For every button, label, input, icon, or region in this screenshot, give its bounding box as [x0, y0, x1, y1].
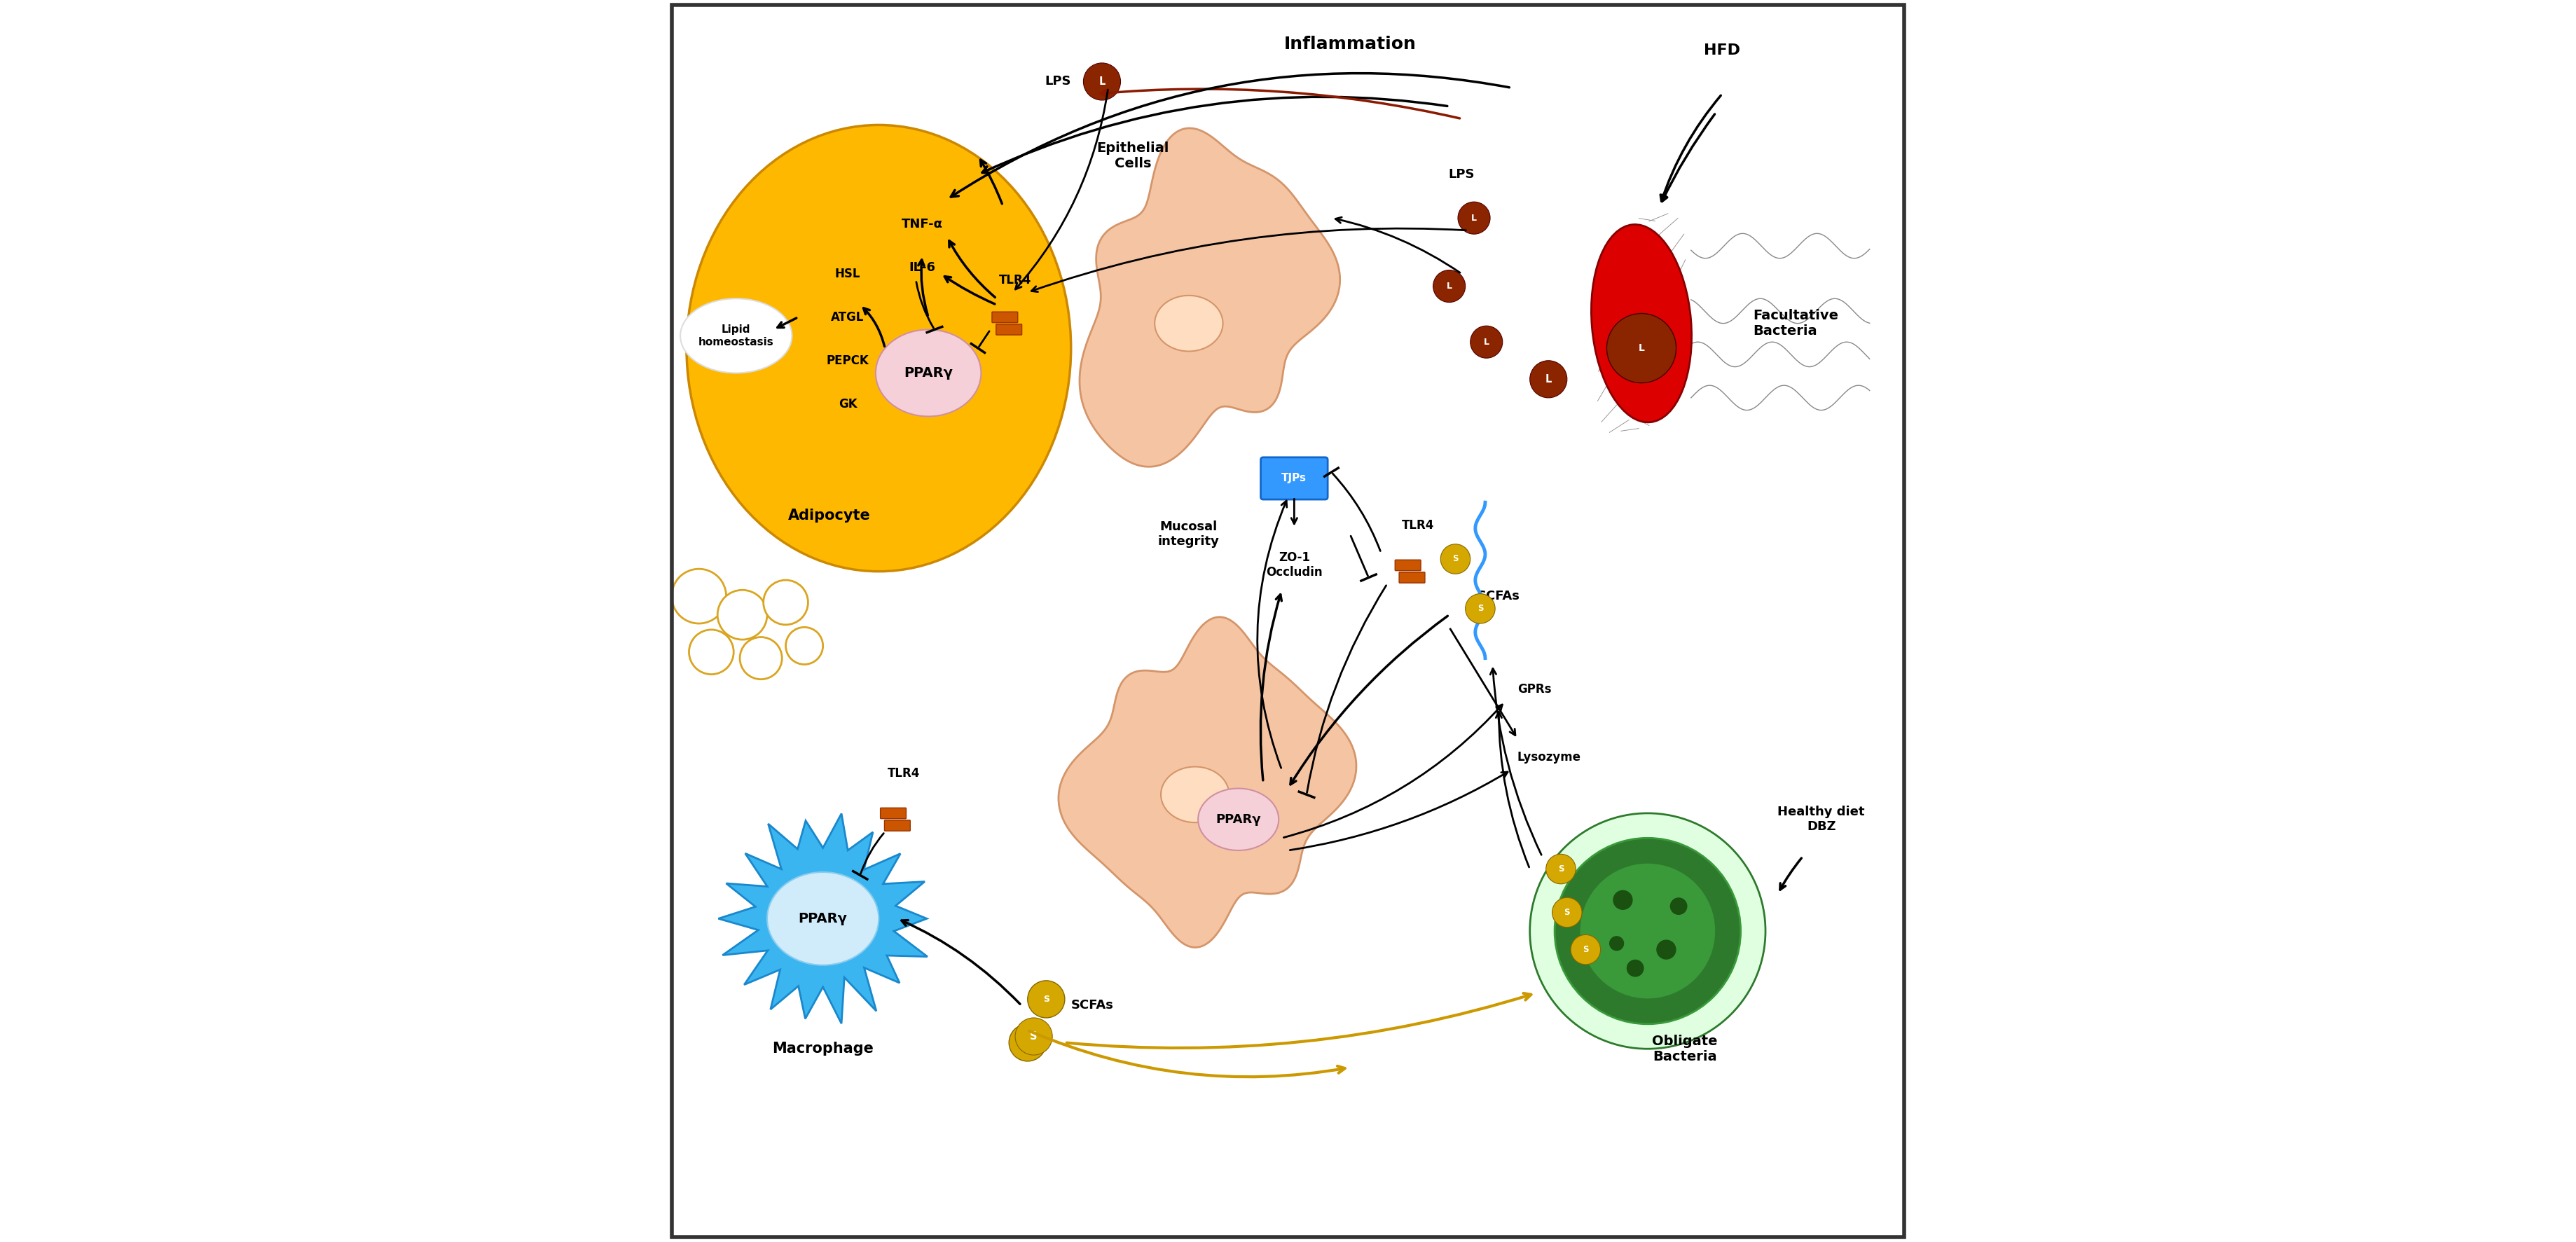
Ellipse shape: [876, 329, 981, 416]
Text: S: S: [1453, 554, 1458, 564]
Circle shape: [1084, 63, 1121, 101]
Circle shape: [1546, 854, 1577, 884]
Text: Adipocyte: Adipocyte: [788, 508, 871, 523]
Text: PPARγ: PPARγ: [799, 912, 848, 925]
Text: Epithelial
Cells: Epithelial Cells: [1097, 142, 1170, 170]
Text: L: L: [1546, 374, 1551, 385]
Circle shape: [739, 637, 783, 679]
Circle shape: [719, 590, 768, 640]
Text: L: L: [1100, 76, 1105, 87]
Polygon shape: [1059, 617, 1358, 948]
Text: S: S: [1030, 1031, 1038, 1042]
Text: L: L: [1484, 338, 1489, 347]
Circle shape: [1466, 594, 1494, 623]
Text: S: S: [1025, 1038, 1030, 1047]
Polygon shape: [719, 814, 927, 1023]
Text: ZO-1
Occludin: ZO-1 Occludin: [1265, 551, 1321, 579]
Circle shape: [1530, 360, 1566, 397]
FancyBboxPatch shape: [997, 324, 1023, 335]
Circle shape: [1553, 898, 1582, 928]
FancyBboxPatch shape: [884, 820, 909, 831]
Text: SCFAs: SCFAs: [1072, 999, 1113, 1012]
Text: ATGL: ATGL: [832, 310, 866, 323]
Text: HFD: HFD: [1703, 43, 1741, 57]
Text: Lipid
homeostasis: Lipid homeostasis: [698, 324, 773, 347]
Text: S: S: [1582, 945, 1589, 954]
Circle shape: [762, 580, 809, 625]
Circle shape: [1656, 940, 1677, 960]
Circle shape: [688, 630, 734, 674]
FancyBboxPatch shape: [1399, 573, 1425, 582]
Text: TLR4: TLR4: [1401, 519, 1435, 532]
Circle shape: [1471, 325, 1502, 358]
Ellipse shape: [688, 125, 1072, 571]
Ellipse shape: [680, 298, 791, 373]
Circle shape: [1440, 544, 1471, 574]
Text: S: S: [1043, 995, 1048, 1004]
Circle shape: [1625, 960, 1643, 977]
Text: S: S: [1558, 864, 1564, 873]
Text: L: L: [1471, 214, 1476, 222]
Polygon shape: [1079, 128, 1340, 467]
Text: HSL: HSL: [835, 267, 860, 281]
Ellipse shape: [1162, 766, 1229, 822]
Text: TNF-α: TNF-α: [902, 217, 943, 231]
Text: Inflammation: Inflammation: [1283, 36, 1417, 52]
Text: TLR4: TLR4: [999, 273, 1030, 286]
Text: Obligate
Bacteria: Obligate Bacteria: [1651, 1035, 1718, 1063]
Circle shape: [1028, 981, 1064, 1017]
Circle shape: [672, 569, 726, 623]
Circle shape: [1613, 891, 1633, 910]
Text: PPARγ: PPARγ: [904, 366, 953, 380]
Text: Healthy diet
DBZ: Healthy diet DBZ: [1777, 806, 1865, 833]
Circle shape: [1610, 936, 1623, 951]
Circle shape: [1015, 1017, 1054, 1054]
Text: Lysozyme: Lysozyme: [1517, 751, 1582, 764]
Circle shape: [1669, 898, 1687, 915]
Text: SCFAs: SCFAs: [1479, 590, 1520, 602]
Text: L: L: [1445, 282, 1453, 291]
Circle shape: [1010, 1023, 1046, 1061]
Text: IL-6: IL-6: [909, 261, 935, 274]
Text: L: L: [1638, 343, 1643, 353]
Ellipse shape: [768, 872, 878, 965]
Circle shape: [1607, 313, 1677, 383]
Text: GK: GK: [837, 397, 858, 410]
Text: S: S: [1564, 908, 1569, 917]
FancyBboxPatch shape: [1396, 560, 1422, 570]
Circle shape: [1432, 270, 1466, 302]
Text: TLR4: TLR4: [886, 768, 920, 780]
Circle shape: [1530, 814, 1765, 1048]
Text: Mucosal
integrity: Mucosal integrity: [1159, 520, 1218, 548]
Text: PEPCK: PEPCK: [827, 354, 868, 366]
Text: PPARγ: PPARγ: [1216, 814, 1262, 826]
Circle shape: [1556, 838, 1741, 1023]
Text: GPRs: GPRs: [1517, 683, 1551, 696]
Text: LPS: LPS: [1448, 168, 1473, 181]
Text: LPS: LPS: [1046, 76, 1072, 88]
Circle shape: [786, 627, 822, 664]
Circle shape: [1571, 935, 1600, 965]
Text: Facultative
Bacteria: Facultative Bacteria: [1754, 309, 1839, 338]
FancyBboxPatch shape: [881, 807, 907, 818]
Text: S: S: [1476, 604, 1484, 614]
Ellipse shape: [1592, 225, 1692, 422]
Ellipse shape: [1154, 296, 1224, 351]
Text: TJPs: TJPs: [1283, 473, 1306, 483]
Ellipse shape: [1198, 789, 1278, 851]
Circle shape: [1458, 202, 1489, 233]
FancyBboxPatch shape: [1260, 457, 1327, 499]
Text: Macrophage: Macrophage: [773, 1042, 873, 1056]
Circle shape: [1579, 863, 1716, 1000]
FancyBboxPatch shape: [992, 312, 1018, 323]
